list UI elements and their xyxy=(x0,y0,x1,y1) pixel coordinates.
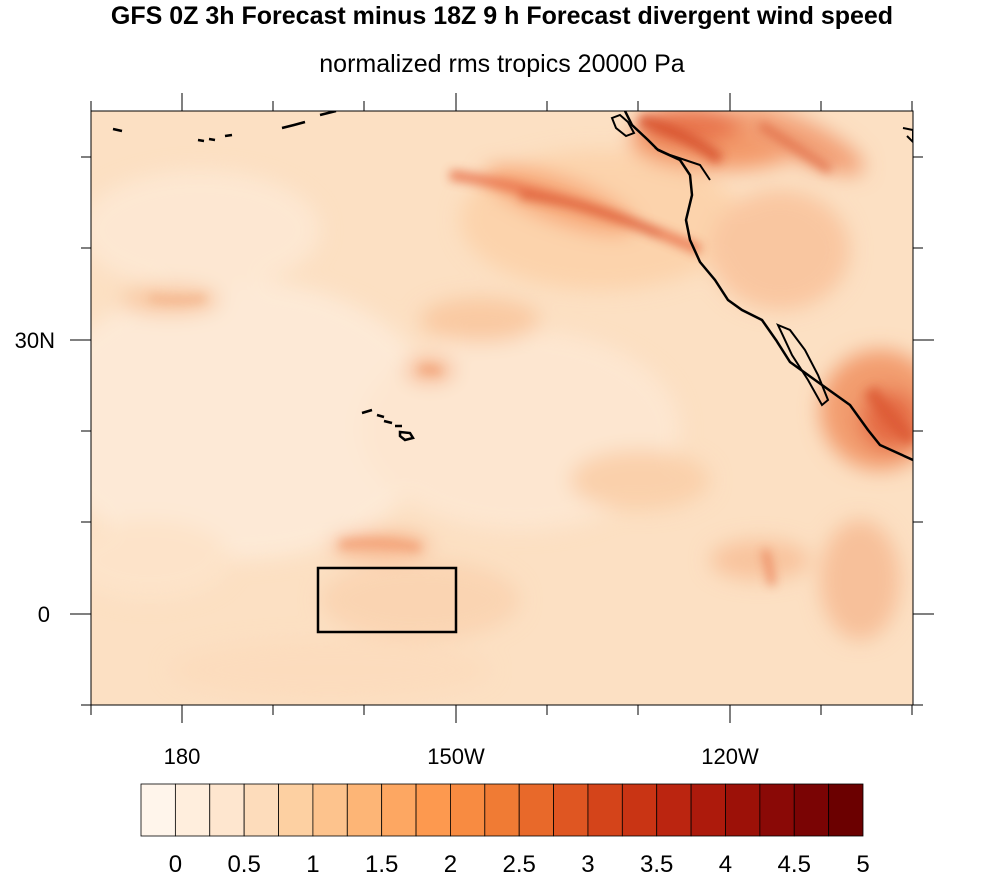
colorbar-swatch xyxy=(484,783,520,837)
coastline-baja-california xyxy=(776,323,830,407)
colorbar-label: 1.5 xyxy=(365,851,398,877)
colorbar-label: 3.5 xyxy=(640,851,673,877)
colorbar-swatch xyxy=(793,783,830,837)
colorbar-label: 3 xyxy=(581,851,594,877)
colorbar-swatch xyxy=(587,783,623,837)
region-box xyxy=(316,566,458,634)
colorbar-swatch xyxy=(174,783,211,837)
colorbar-swatch xyxy=(656,783,692,837)
lat-label-0: 0 xyxy=(38,602,50,627)
colorbar-swatch xyxy=(725,783,761,837)
colorbar-label: 0.5 xyxy=(227,851,260,877)
aleutian-islands xyxy=(112,111,337,143)
colorbar-label: 4.5 xyxy=(778,851,811,877)
colorbar-label: 5 xyxy=(856,851,869,877)
colorbar-swatch xyxy=(415,783,451,837)
colorbar-labels: 0 0.5 1 1.5 2 2.5 3 3.5 4 4.5 5 xyxy=(169,851,870,877)
colorbar-label: 4 xyxy=(719,851,732,877)
colorbar-swatch xyxy=(381,783,417,837)
colorbar-swatch xyxy=(690,783,726,837)
colorbar-swatch xyxy=(759,783,795,837)
colorbar-label: 2 xyxy=(444,851,457,877)
colorbar-swatch xyxy=(243,783,279,837)
colorbar-label: 0 xyxy=(169,851,182,877)
colorbar-swatch xyxy=(450,783,486,837)
colorbar-swatch xyxy=(209,783,245,837)
colorbar-swatch xyxy=(346,783,383,837)
lat-label-30n: 30N xyxy=(15,328,55,353)
colorbar-label: 2.5 xyxy=(503,851,536,877)
colorbar-swatch xyxy=(278,783,314,837)
chart-subtitle: normalized rms tropics 20000 Pa xyxy=(319,50,685,78)
lon-label-120w: 120W xyxy=(701,744,759,769)
axis-ticks xyxy=(70,93,934,723)
chart-title: GFS 0Z 3h Forecast minus 18Z 9 h Forecas… xyxy=(110,2,894,30)
colorbar-swatch xyxy=(518,783,554,837)
lon-label-180: 180 xyxy=(164,744,201,769)
colorbar-swatch xyxy=(621,783,658,837)
colorbar xyxy=(140,783,864,837)
colorbar-swatch xyxy=(140,783,176,837)
coastline-vancouver-island xyxy=(610,113,636,138)
map-frame xyxy=(90,110,914,706)
colorbar-swatch xyxy=(312,783,348,837)
colorbar-swatch xyxy=(828,783,864,837)
lon-label-150w: 150W xyxy=(427,744,485,769)
colorbar-swatch xyxy=(553,783,589,837)
hawaiian-islands xyxy=(361,408,415,442)
map-field xyxy=(91,111,913,705)
colorbar-label: 1 xyxy=(306,851,319,877)
